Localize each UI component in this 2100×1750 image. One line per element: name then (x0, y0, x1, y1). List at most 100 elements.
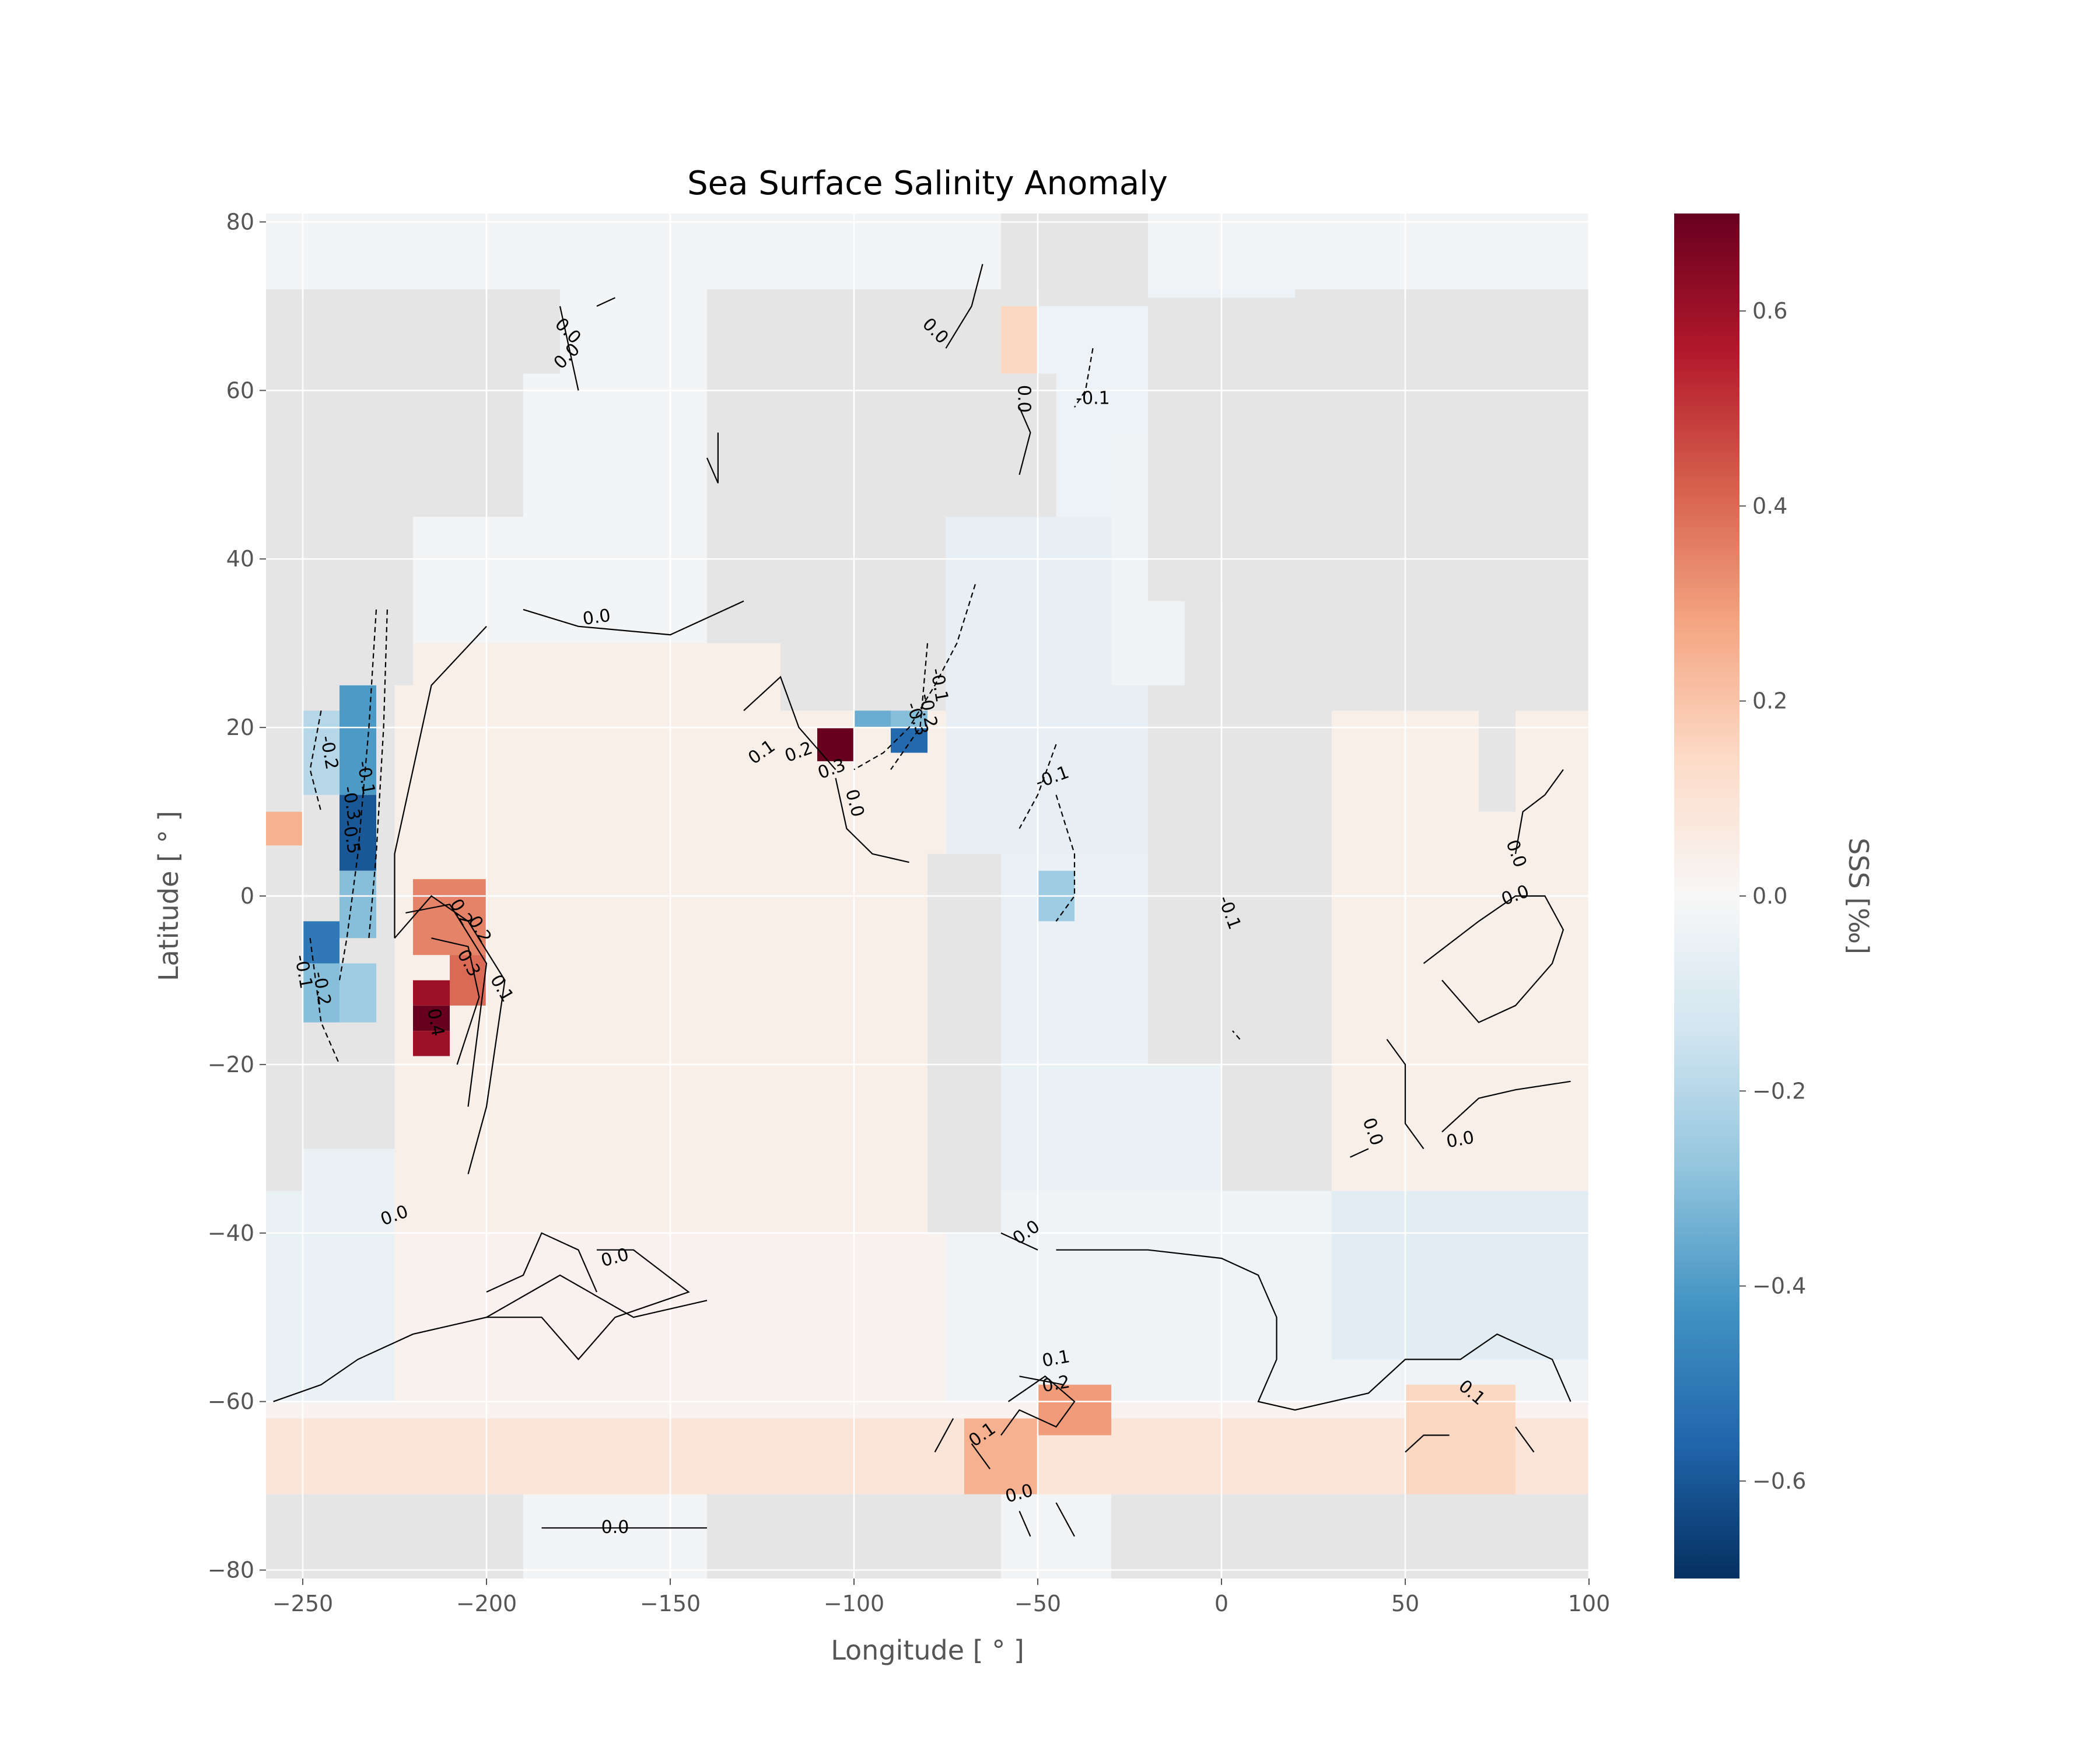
land-cell (780, 643, 946, 711)
colorbar-tick-label: 0.2 (1752, 688, 1787, 714)
x-axis-ticks: −250 −200 −150 −100 −50 0 50 100 (272, 1578, 1610, 1616)
contour-line (394, 626, 487, 939)
contour-line (486, 1232, 598, 1293)
contour-line (1019, 1510, 1031, 1537)
land-cell (1479, 710, 1516, 812)
salinity-cell (1332, 1191, 1589, 1360)
salinity-anomaly-cell (413, 1031, 450, 1056)
negative-contour (1019, 744, 1057, 829)
colorbar-tick-label: 0.0 (1752, 883, 1787, 909)
land-cell (1148, 298, 1589, 601)
colorbar-tick-label: −0.4 (1752, 1273, 1806, 1299)
contour-line (487, 1249, 690, 1361)
colorbar-ticks: 0.6 0.4 0.2 0.0 −0.2 −0.4 −0.6 (1740, 298, 1806, 1494)
contour-label: 0.2 (1041, 1371, 1072, 1396)
land-cell (303, 1022, 395, 1149)
y-tick-label: 60 (226, 377, 254, 403)
salinity-cell (1001, 1494, 1111, 1578)
contour-line (1019, 1376, 1064, 1385)
salinity-anomaly-cell (1405, 1384, 1516, 1494)
chart-title: Sea Surface Salinity Anomaly (687, 164, 1168, 202)
salinity-anomaly-cell (266, 811, 303, 846)
contour-line (1350, 1148, 1369, 1158)
salinity-cell (560, 289, 707, 374)
salinity-anomaly-cell (1001, 306, 1038, 374)
x-axis-label: Longitude [ ° ] (831, 1634, 1024, 1666)
negative-contour (1232, 1030, 1241, 1040)
contour-line (1019, 407, 1031, 475)
x-tick-label: −200 (456, 1591, 517, 1616)
contour-line (405, 904, 488, 1107)
x-tick-label: 100 (1568, 1591, 1611, 1616)
y-tick-label: 0 (240, 883, 254, 909)
contour-line (523, 600, 744, 636)
x-tick-label: −100 (824, 1591, 884, 1616)
colorbar-tick-label: 0.6 (1752, 298, 1787, 324)
colorbar-tick-label: 0.4 (1752, 493, 1787, 519)
land-mask (266, 214, 1589, 1578)
negative-contour (1074, 348, 1094, 408)
land-cell (707, 298, 946, 643)
negative-contour (1055, 794, 1076, 922)
salinity-cell (266, 1418, 1589, 1494)
contour-line (945, 264, 984, 349)
contour-line (1514, 769, 1564, 854)
salinity-anomaly-cell (450, 955, 487, 1006)
contour-line (934, 1418, 954, 1452)
land-cell (1001, 214, 1148, 289)
salinity-anomaly-cell (413, 980, 450, 1006)
contour-line (559, 306, 579, 391)
contour-line (1423, 895, 1564, 1024)
contour-line (1386, 1038, 1424, 1149)
contour-label: 0.0 (582, 606, 612, 629)
land-cell (266, 685, 303, 812)
salinity-anomaly-cell (340, 685, 376, 795)
contour-line (971, 1443, 991, 1469)
negative-contour (890, 643, 929, 770)
contour-line (835, 778, 909, 863)
contour-label: 0.0 (1445, 1128, 1476, 1153)
x-tick-label: −250 (272, 1591, 333, 1616)
x-tick-label: −150 (640, 1591, 701, 1616)
y-tick-label: 80 (226, 209, 254, 235)
y-tick-label: −40 (208, 1220, 254, 1246)
contour-line (1000, 1232, 1038, 1251)
contour-line (743, 676, 836, 771)
salinity-anomaly-cell (340, 870, 376, 939)
salinity-anomaly-cell (413, 1005, 450, 1031)
contour-labels: 0.00.00.00.00.0 -0.10.1 0.20.30.0-0.3-0.2-… (290, 314, 1532, 1538)
contour-line (706, 432, 719, 484)
negative-contour (309, 938, 341, 1065)
contour-label: -0.1 (1076, 388, 1110, 408)
salinity-cell (266, 1401, 1589, 1419)
colorbar: 0.6 0.4 0.2 0.0 −0.2 −0.4 −0.6 SSS [‰] (1674, 214, 1874, 1578)
contour-line (1405, 1434, 1450, 1453)
y-tick-label: −20 (208, 1052, 254, 1077)
salinity-anomaly-cell (1038, 1384, 1111, 1436)
y-tick-label: −60 (208, 1389, 254, 1415)
contour-line (1515, 1426, 1535, 1452)
colorbar-label: SSS [‰] (1843, 838, 1874, 954)
salinity-cell (523, 1494, 707, 1578)
y-axis-ticks: −80 −60 −40 −20 0 20 40 60 80 (208, 209, 266, 1583)
land-cell (266, 1022, 303, 1191)
y-axis-label: Latitude [ ° ] (153, 811, 184, 981)
plot-area: 0.00.00.00.00.0 -0.10.1 0.20.30.0-0.3-0.2-… (266, 214, 1589, 1578)
land-cell (266, 298, 413, 685)
salinity-cell (266, 214, 1589, 289)
colorbar-gradient (1674, 214, 1740, 1578)
colorbar-tick-label: −0.6 (1752, 1468, 1806, 1494)
y-tick-label: 20 (226, 715, 254, 740)
land-cell (1111, 1494, 1589, 1578)
land-cell (1368, 601, 1589, 711)
contour-line (596, 297, 615, 307)
contour-line (273, 1274, 708, 1402)
contour-line (1056, 1249, 1572, 1411)
x-tick-label: 0 (1214, 1591, 1228, 1616)
y-tick-label: −80 (208, 1558, 254, 1583)
contour-line (1055, 1502, 1075, 1537)
land-cell (413, 298, 523, 517)
negative-contour (309, 710, 322, 812)
land-cell (266, 1494, 523, 1578)
